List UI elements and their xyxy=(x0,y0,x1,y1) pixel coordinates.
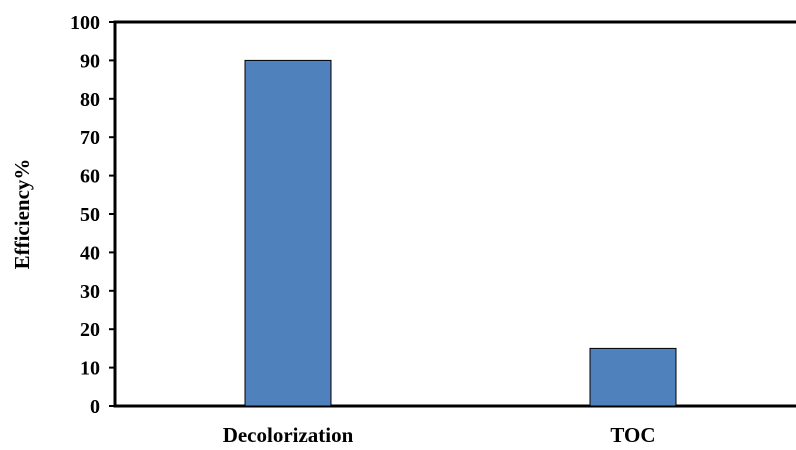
y-tick-label: 20 xyxy=(80,319,100,341)
y-tick-label: 80 xyxy=(80,89,100,111)
y-tick-label: 0 xyxy=(90,396,100,418)
y-tick-label: 40 xyxy=(80,242,100,264)
y-tick-label: 10 xyxy=(80,358,100,380)
y-axis-title: Efficiency% xyxy=(10,159,34,270)
y-tick-label: 70 xyxy=(80,127,100,149)
x-category-label: TOC xyxy=(610,423,655,447)
y-tick-label: 60 xyxy=(80,166,100,188)
y-tick-label: 100 xyxy=(70,12,100,34)
bar-toc xyxy=(589,347,677,407)
y-axis-ticks: 0 10 20 30 40 50 60 70 80 90 100 xyxy=(70,12,115,418)
bars xyxy=(244,59,677,407)
bar-decolorization xyxy=(244,59,332,407)
y-tick-label: 50 xyxy=(80,204,100,226)
y-tick-label: 90 xyxy=(80,50,100,72)
y-tick-label: 30 xyxy=(80,281,100,303)
x-axis-categories: Decolorization TOC xyxy=(223,423,656,447)
x-category-label: Decolorization xyxy=(223,423,354,447)
plot-area-frame xyxy=(113,20,796,408)
